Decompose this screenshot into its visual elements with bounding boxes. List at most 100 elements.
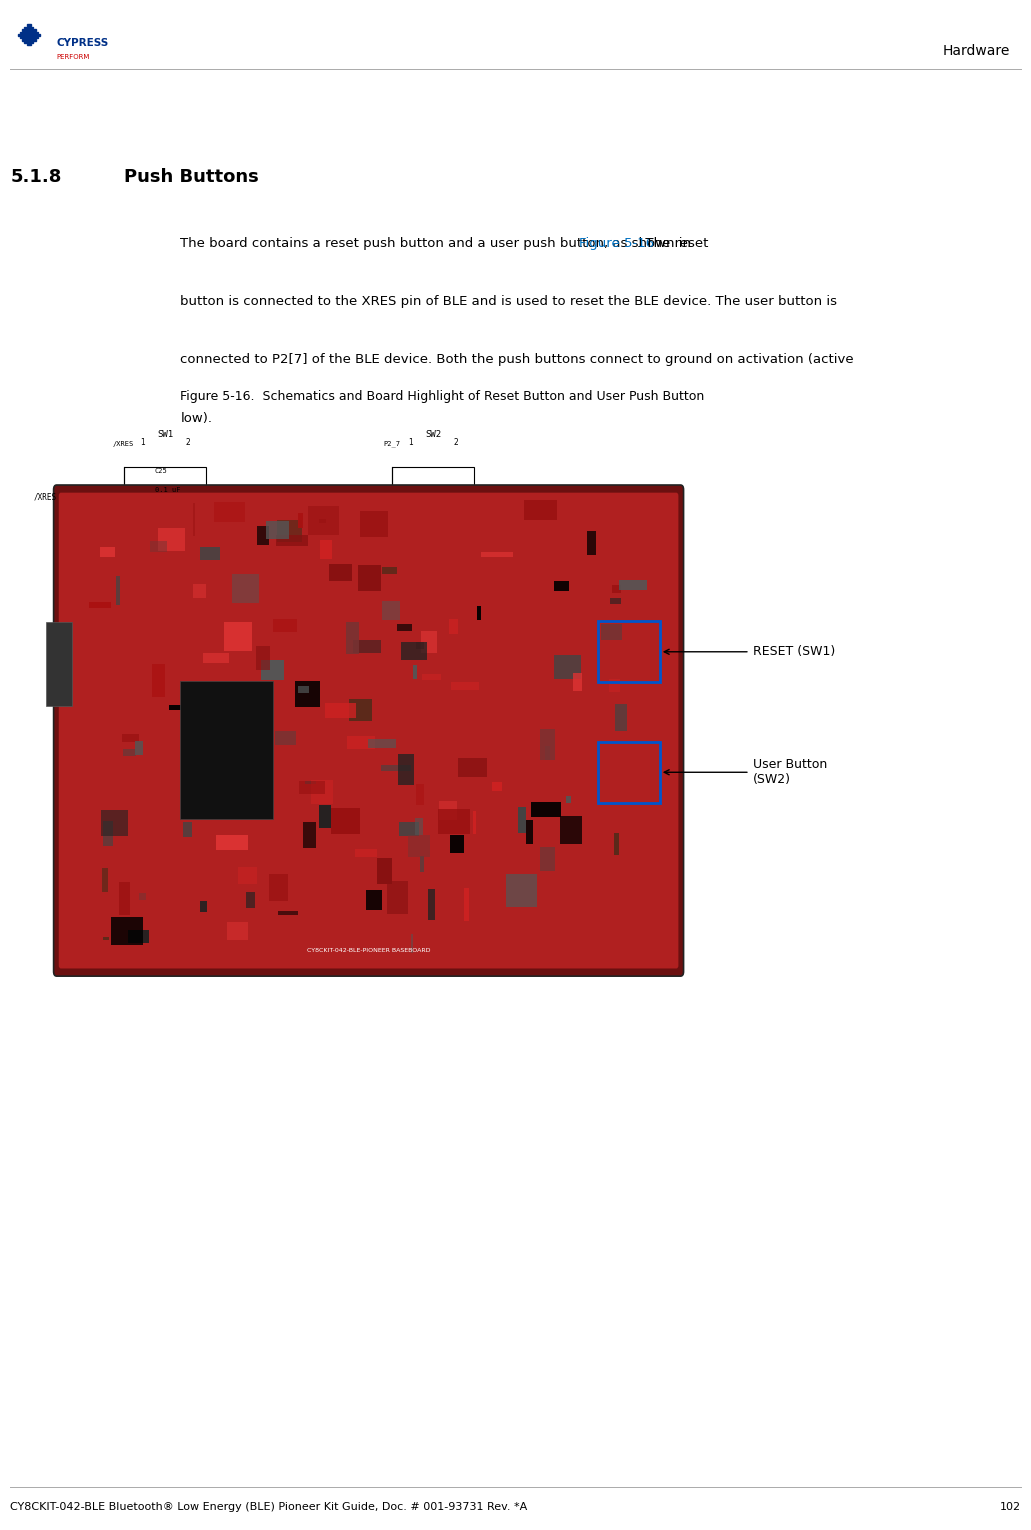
Bar <box>451 682 478 690</box>
Text: SW1: SW1 <box>157 430 173 439</box>
Bar <box>572 673 583 692</box>
Bar <box>257 526 269 545</box>
Bar <box>325 704 356 718</box>
Bar <box>217 835 248 849</box>
Bar <box>506 874 537 907</box>
Bar <box>355 849 376 857</box>
Bar <box>20 37 38 38</box>
Bar <box>540 848 555 872</box>
Bar <box>348 699 372 721</box>
Bar <box>531 802 561 817</box>
Bar <box>158 528 185 551</box>
Bar <box>305 780 317 783</box>
Bar <box>415 819 424 835</box>
Text: CY8CKIT-042-BLE-PIONEER BASEBOARD: CY8CKIT-042-BLE-PIONEER BASEBOARD <box>307 949 430 953</box>
Bar <box>555 655 581 679</box>
Bar <box>295 681 320 707</box>
Bar <box>421 630 437 653</box>
Text: SW2: SW2 <box>425 430 441 439</box>
Bar <box>27 44 31 46</box>
Bar <box>319 805 331 828</box>
Bar <box>22 29 36 31</box>
Text: Hardware: Hardware <box>943 44 1010 58</box>
Text: P2_7: P2_7 <box>384 441 400 447</box>
Bar <box>122 733 139 742</box>
Bar <box>450 835 464 852</box>
Bar <box>420 857 424 872</box>
Bar <box>218 730 231 745</box>
Bar <box>169 704 198 710</box>
Text: CY8CKIT-042-BLE Bluetooth® Low Energy (BLE) Pioneer Kit Guide, Doc. # 001-93731 : CY8CKIT-042-BLE Bluetooth® Low Energy (B… <box>10 1502 528 1513</box>
Bar <box>276 534 308 546</box>
Bar <box>347 736 374 748</box>
Bar <box>526 820 533 843</box>
Bar <box>319 519 327 523</box>
Bar <box>388 881 408 913</box>
Text: User Button
(SW2): User Button (SW2) <box>664 759 827 786</box>
Bar <box>128 930 149 942</box>
Bar <box>612 584 621 594</box>
Text: /XRES: /XRES <box>113 441 134 447</box>
Text: low).: low). <box>180 412 212 424</box>
Text: P2_7: P2_7 <box>286 493 304 502</box>
Bar <box>117 575 121 604</box>
Text: Figure 5-16.  Schematics and Board Highlight of Reset Button and User Push Butto: Figure 5-16. Schematics and Board Highli… <box>180 390 704 402</box>
Text: 2: 2 <box>186 438 190 447</box>
Text: button is connected to the XRES pin of BLE and is used to reset the BLE device. : button is connected to the XRES pin of B… <box>180 295 837 308</box>
Bar <box>415 783 425 805</box>
Bar <box>278 910 298 915</box>
Text: RESET (SW1): RESET (SW1) <box>664 646 835 658</box>
Bar <box>540 728 555 760</box>
Bar <box>233 808 261 815</box>
Bar <box>273 620 297 632</box>
Text: 5.1.8: 5.1.8 <box>10 168 62 187</box>
Text: EVQ-PE105K: EVQ-PE105K <box>411 563 455 569</box>
Bar <box>399 822 419 837</box>
Bar <box>439 800 458 820</box>
Bar <box>360 511 388 537</box>
Bar <box>428 889 435 920</box>
Bar <box>103 936 109 941</box>
Bar <box>27 24 31 26</box>
Bar <box>124 467 206 528</box>
Bar <box>139 894 146 901</box>
Bar <box>298 687 308 693</box>
Text: RESET: RESET <box>154 578 176 588</box>
Bar <box>598 621 660 682</box>
Bar <box>544 745 550 760</box>
Text: /XRES: /XRES <box>34 493 57 502</box>
Bar <box>413 666 417 679</box>
Bar <box>217 782 227 799</box>
Bar <box>438 808 469 834</box>
Bar <box>473 811 475 834</box>
Text: The board contains a reset push button and a user push button, as shown in: The board contains a reset push button a… <box>180 237 696 249</box>
Bar <box>275 731 296 745</box>
Bar <box>397 624 412 632</box>
Bar <box>266 522 290 539</box>
Bar <box>152 664 165 698</box>
Text: connected to P2[7] of the BLE device. Both the push buttons connect to ground on: connected to P2[7] of the BLE device. Bo… <box>180 353 854 366</box>
Bar <box>383 601 400 620</box>
Bar <box>200 901 207 912</box>
FancyBboxPatch shape <box>59 493 678 968</box>
Bar <box>377 857 392 884</box>
Bar <box>459 757 488 777</box>
Bar <box>345 623 359 655</box>
Bar <box>89 603 110 607</box>
Bar <box>238 866 257 884</box>
Text: C25: C25 <box>155 468 167 474</box>
Bar <box>213 502 245 522</box>
Bar <box>321 540 332 560</box>
Bar <box>392 467 474 528</box>
Bar <box>609 679 620 692</box>
Bar <box>566 796 571 803</box>
Bar <box>184 822 192 837</box>
Text: 1: 1 <box>140 438 144 447</box>
Bar <box>203 653 229 662</box>
Bar <box>207 767 233 777</box>
Text: 102: 102 <box>1000 1502 1021 1513</box>
Bar <box>269 874 288 901</box>
Bar <box>119 883 130 915</box>
Text: 1: 1 <box>408 438 412 447</box>
Bar <box>100 546 115 557</box>
